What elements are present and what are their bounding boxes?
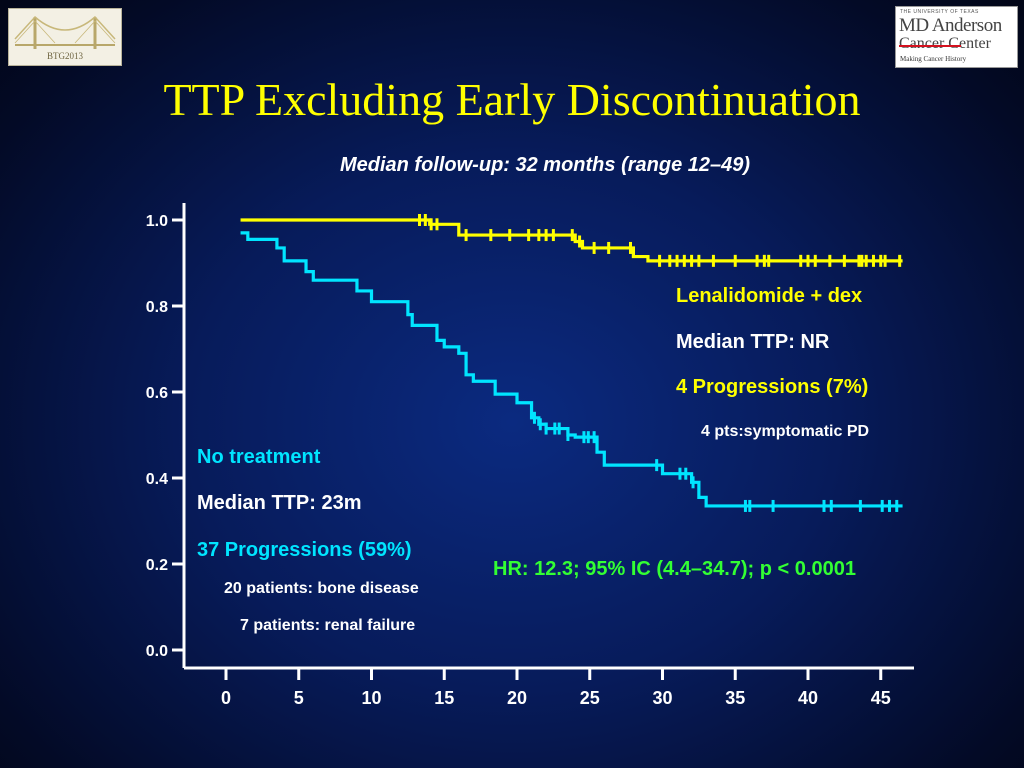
x-tick-label: 25: [580, 688, 600, 708]
x-tick-label: 40: [798, 688, 818, 708]
x-tick-label: 0: [221, 688, 231, 708]
btg2013-label: BTG2013: [47, 51, 83, 61]
btg2013-logo: BTG2013: [8, 8, 122, 66]
x-tick-label: 35: [725, 688, 745, 708]
mdanderson-logo: THE UNIVERSITY OF TEXAS MD Anderson Canc…: [895, 6, 1018, 68]
len-series-label: Lenalidomide + dex: [676, 285, 863, 307]
x-tick-label: 45: [871, 688, 891, 708]
nt-note1-label: 20 patients: bone disease: [224, 580, 419, 597]
x-tick-label: 30: [652, 688, 672, 708]
len-note-label: 4 pts:symptomatic PD: [701, 423, 870, 440]
y-tick-label: 0.8: [146, 299, 168, 316]
x-tick-label: 15: [434, 688, 454, 708]
x-tick-label: 10: [361, 688, 381, 708]
len-median-label: Median TTP: NR: [676, 331, 830, 353]
logo-name-line2: Cancer Center: [899, 35, 991, 52]
no-treatment-survival-curve: [240, 231, 903, 508]
len-progressions-label: 4 Progressions (7%): [676, 376, 869, 398]
y-tick-label: 1.0: [146, 213, 168, 230]
logo-red-strike: [899, 45, 961, 47]
y-tick-label: 0.6: [146, 385, 168, 402]
slide-subtitle: Median follow-up: 32 months (range 12–49…: [339, 154, 751, 176]
hazard-ratio-label: HR: 12.3; 95% IC (4.4–34.7); p < 0.0001: [493, 558, 856, 580]
logo-tagline: Making Cancer History: [900, 55, 967, 63]
y-tick-label: 0.2: [146, 557, 168, 574]
x-tick-label: 5: [294, 688, 304, 708]
x-tick-label: 20: [507, 688, 527, 708]
slide-title: TTP Excluding Early Discontinuation: [163, 74, 861, 125]
chart-axes: 0.0 0.2 0.4 0.6 0.8 1.0 0 5 10 15 20 25 30 35 40 45: [146, 203, 914, 708]
bridge-logo-icon: [14, 15, 116, 49]
y-tick-label: 0.0: [146, 643, 168, 660]
logo-name-line1: MD Anderson: [899, 15, 1002, 36]
y-tick-label: 0.4: [146, 471, 168, 488]
logo-top-line: THE UNIVERSITY OF TEXAS: [900, 9, 979, 15]
nt-series-label: No treatment: [197, 446, 321, 468]
nt-median-label: Median TTP: 23m: [197, 492, 362, 514]
nt-note2-label: 7 patients: renal failure: [240, 617, 416, 634]
nt-progressions-label: 37 Progressions (59%): [197, 539, 412, 561]
chart-series: [240, 214, 903, 512]
